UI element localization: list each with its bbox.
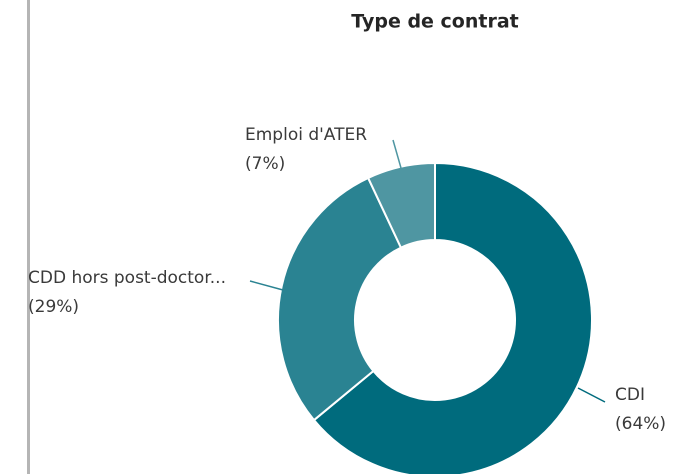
leader-line <box>392 139 402 169</box>
leader-line <box>577 387 606 403</box>
slice-value-label: (29%) <box>28 297 79 317</box>
chart-title: Type de contrat <box>351 11 519 33</box>
leader-line <box>249 280 284 291</box>
slice-value-label: (7%) <box>245 154 285 174</box>
donut-slice <box>277 176 403 422</box>
slice-label: Emploi d'ATER <box>245 125 367 145</box>
slice-label: CDI <box>615 385 645 405</box>
slice-value-label: (64%) <box>615 414 666 434</box>
slice-label: CDD hors post-doctor... <box>28 268 226 288</box>
donut-slice <box>312 161 593 474</box>
donut-slice <box>366 161 436 249</box>
